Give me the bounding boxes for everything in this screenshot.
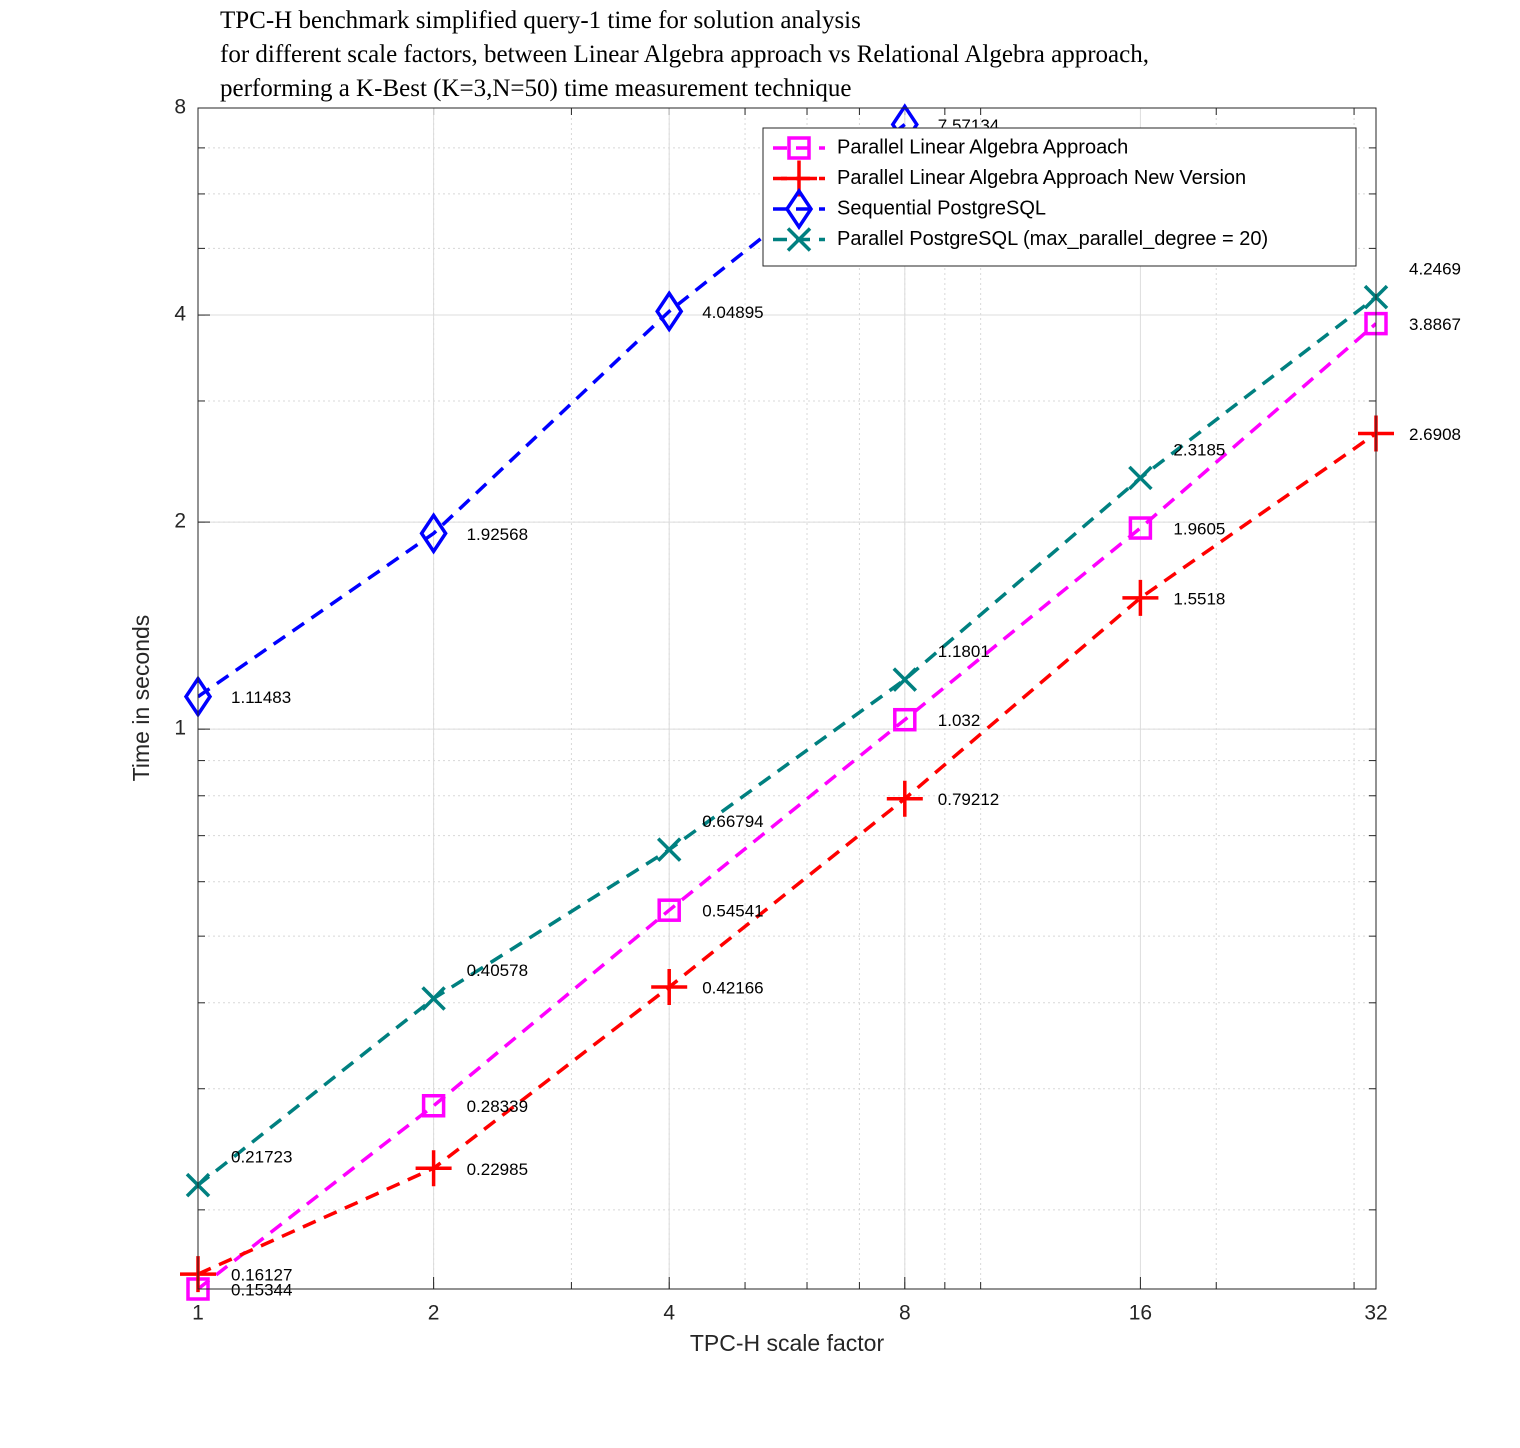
- marker: [893, 707, 917, 732]
- x-tick-label: 16: [1129, 1302, 1152, 1325]
- chart-title: for different scale factors, between Lin…: [220, 41, 1149, 68]
- x-tick-label: 8: [899, 1302, 911, 1325]
- marker: [1128, 465, 1153, 491]
- data-label: 0.21723: [231, 1148, 292, 1167]
- x-tick-label: 1: [192, 1302, 204, 1325]
- data-label: 0.54541: [702, 902, 763, 921]
- x-tick-label: 4: [663, 1302, 675, 1325]
- data-label: 1.11483: [231, 688, 291, 707]
- data-label: 0.22985: [467, 1160, 528, 1179]
- marker: [421, 1093, 446, 1118]
- marker: [656, 837, 682, 862]
- data-label: 0.16127: [231, 1266, 292, 1285]
- x-tick-label: 2: [428, 1302, 440, 1325]
- data-label: 1.9605: [1173, 520, 1225, 539]
- data-label: 1.92568: [467, 525, 528, 544]
- data-label: 2.3185: [1173, 440, 1225, 459]
- marker: [1128, 516, 1153, 540]
- chart-title: performing a K-Best (K=3,N=50) time meas…: [220, 75, 851, 102]
- marker: [784, 187, 814, 231]
- legend-label: Parallel Linear Algebra Approach New Ver…: [837, 167, 1246, 189]
- data-label: 3.8867: [1409, 315, 1461, 334]
- x-axis-label: TPC-H scale factor: [690, 1330, 885, 1356]
- marker: [415, 1150, 452, 1187]
- marker: [786, 227, 812, 252]
- data-label: 0.66794: [702, 812, 763, 831]
- marker: [655, 290, 684, 333]
- data-label: 0.40578: [467, 961, 528, 980]
- data-label: 2.6908: [1409, 425, 1461, 444]
- series-line: [198, 432, 1376, 1276]
- y-tick-label: 4: [174, 303, 186, 326]
- series-line: [198, 295, 1376, 1187]
- legend-box: [762, 127, 1357, 267]
- plot-area: [198, 108, 1376, 1289]
- marker: [421, 986, 446, 1011]
- legend-label: Sequential PostgreSQL: [837, 197, 1046, 219]
- data-label: 1.032: [938, 711, 981, 730]
- y-tick-label: 1: [174, 717, 186, 740]
- marker: [651, 969, 688, 1006]
- x-tick-label: 32: [1364, 1302, 1387, 1325]
- legend-label: Parallel Linear Algebra Approach: [837, 136, 1128, 158]
- plot-frame: [197, 107, 1377, 1290]
- marker: [419, 512, 448, 555]
- data-label: 0.79212: [938, 790, 999, 809]
- data-label: 0.28339: [467, 1097, 528, 1116]
- marker: [657, 898, 681, 922]
- data-label: 0.42166: [702, 979, 763, 998]
- y-tick-label: 2: [174, 510, 186, 533]
- marker: [886, 780, 923, 817]
- y-axis-label: Time in seconds: [128, 615, 154, 782]
- marker: [1122, 579, 1159, 616]
- legend-label: Parallel PostgreSQL (max_parallel_degree…: [837, 228, 1268, 250]
- data-label: 4.04895: [702, 303, 763, 322]
- chart-title: TPC-H benchmark simplified query-1 time …: [220, 7, 861, 34]
- marker: [787, 136, 811, 160]
- legend: Parallel Linear Algebra Approach Parallel…: [762, 127, 1357, 267]
- data-label: 1.5518: [1173, 589, 1225, 608]
- data-label: 4.2469: [1409, 260, 1461, 279]
- y-tick-label: 8: [174, 96, 186, 119]
- data-label: 0.15344: [231, 1280, 292, 1299]
- marker: [892, 667, 918, 692]
- data-label: 1.1801: [938, 642, 990, 661]
